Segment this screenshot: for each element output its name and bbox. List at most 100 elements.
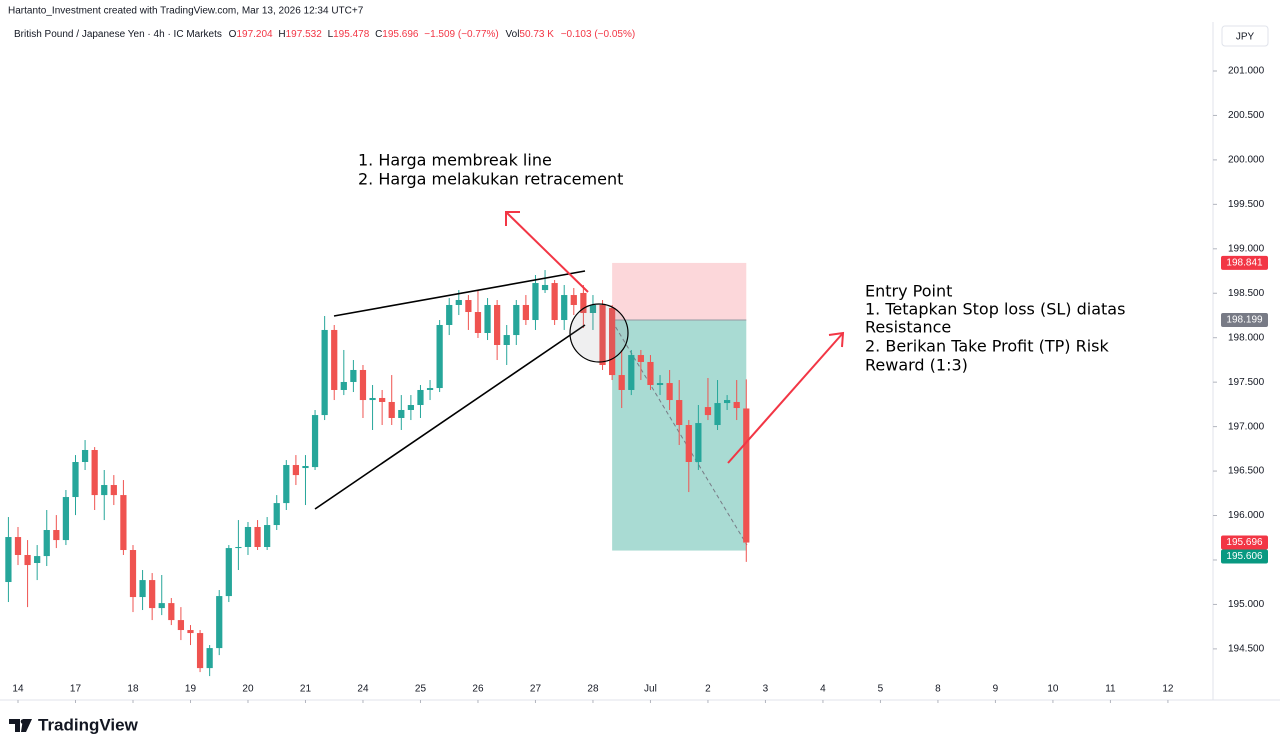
candle-body [522, 304, 529, 321]
candle-body [273, 503, 280, 526]
candles [5, 270, 750, 677]
candle-body [628, 355, 635, 390]
candle-body [369, 397, 376, 401]
logo-mark [9, 719, 32, 732]
arrow-head [828, 331, 845, 348]
annotation: Entry Point [865, 282, 952, 301]
x-tick-label: 20 [242, 684, 254, 695]
arrow-up-right [727, 332, 844, 464]
candle-body [216, 596, 223, 649]
y-tick-label: 199.500 [1228, 199, 1265, 210]
annotation: 1. Tetapkan Stop loss (SL) diatas [865, 300, 1125, 319]
arrow-up-left [505, 211, 589, 293]
candle-body [494, 304, 501, 345]
x-tick-label: 5 [878, 684, 884, 695]
price-tag-label: 195.696 [1226, 537, 1263, 548]
candle-body [129, 550, 137, 598]
candle-body [321, 329, 328, 416]
close-value: 195.696 [382, 29, 419, 40]
candle-body [455, 300, 462, 305]
currency-box[interactable] [1221, 25, 1269, 47]
candle-body [24, 554, 31, 566]
candle-body [120, 495, 127, 551]
candle-body [436, 324, 443, 389]
candle-body [656, 383, 664, 386]
candle-body [532, 283, 539, 321]
symbol: British Pound / Japanese Yen · 4h · IC M… [14, 29, 222, 40]
position-path [611, 320, 748, 546]
candle-body [340, 381, 347, 390]
candle-body [398, 409, 405, 418]
candle-body [149, 580, 156, 609]
candle-body [618, 375, 625, 390]
candle-body [264, 525, 271, 547]
candle-body [570, 295, 577, 305]
candle-body [379, 397, 386, 402]
ohlc-label: C [375, 29, 382, 40]
candle-body [407, 405, 415, 410]
candle-body [158, 603, 165, 609]
candle-body [724, 400, 731, 404]
candle-body [580, 292, 587, 313]
candle-body [254, 526, 261, 547]
candle-body [101, 485, 108, 496]
candle-body [5, 537, 12, 583]
x-tick-label: 12 [1162, 684, 1174, 695]
arrow-head [505, 211, 520, 226]
candle-body [589, 304, 597, 313]
x-tick-label: 9 [993, 684, 999, 695]
y-tick-label: 199.000 [1228, 243, 1265, 254]
candle-body [81, 449, 89, 462]
candle-body [283, 465, 290, 504]
resistance-line [333, 270, 586, 317]
x-tick-label: 2 [705, 684, 711, 695]
x-tick-label: 10 [1047, 684, 1059, 695]
candle-body [599, 304, 606, 366]
y-tick-label: 196.500 [1228, 466, 1265, 477]
header-text: Hartanto_Investment created with Trading… [8, 6, 364, 17]
break-circle [569, 303, 629, 363]
price-tag-label: 198.199 [1226, 315, 1263, 326]
candle-body [561, 295, 568, 321]
candle-body [72, 461, 79, 498]
x-tick-label: 17 [70, 684, 82, 695]
y-tick-label: 198.000 [1228, 332, 1265, 343]
y-tick-label: 201.000 [1228, 66, 1265, 77]
candle-body [695, 423, 702, 462]
y-tick-label: 198.500 [1228, 288, 1265, 299]
ohlc-label: H [278, 29, 285, 40]
y-tick-label: 200.500 [1228, 110, 1265, 121]
volume-value: 50.73 K [519, 29, 554, 40]
candle-body [714, 403, 721, 426]
candle-body [666, 383, 673, 401]
y-tick-label: 194.500 [1228, 644, 1265, 655]
y-tick-label: 195.000 [1228, 599, 1265, 610]
price-tag [1221, 535, 1268, 550]
x-tick-label: 21 [300, 684, 312, 695]
candle-body [244, 526, 252, 547]
candle-body [62, 497, 70, 541]
low-value: 195.478 [333, 29, 370, 40]
x-tick-label: Jul [644, 684, 657, 695]
candle-body [465, 300, 472, 313]
x-tick-label: 26 [472, 684, 484, 695]
x-tick-label: 27 [530, 684, 542, 695]
annotation: 2. Harga melakukan retracement [358, 170, 623, 189]
x-tick-label: 24 [357, 684, 369, 695]
candle-body [609, 308, 616, 376]
candle-body [513, 304, 520, 336]
annotation: Reward (1:3) [865, 356, 968, 375]
candle-body [446, 304, 453, 325]
candle-body [743, 408, 750, 543]
candle-body [196, 633, 204, 669]
y-tick-label: 196.000 [1228, 510, 1265, 521]
currency[interactable]: JPY [1236, 32, 1255, 43]
candle-body [704, 407, 712, 416]
candle-body [551, 283, 558, 321]
logo: TradingView [9, 715, 139, 734]
y-tick-label: 200.000 [1228, 155, 1265, 166]
candle-body [647, 361, 654, 386]
candle-body [110, 485, 117, 496]
